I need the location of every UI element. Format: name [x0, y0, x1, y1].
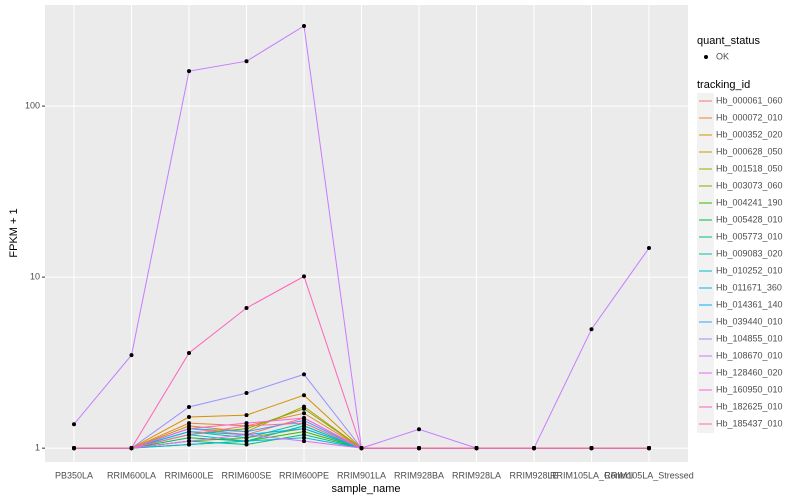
legend-label: Hb_000061_060 [716, 95, 783, 105]
data-point [187, 432, 191, 437]
x-tick-label: RRIM105LA_Control [550, 470, 633, 480]
data-point [187, 423, 191, 428]
legend-label: Hb_003073_060 [716, 180, 783, 190]
legend-label: Hb_010252_010 [716, 265, 783, 275]
data-point [244, 391, 249, 396]
data-point [72, 422, 76, 427]
legend-label: Hb_011671_360 [716, 282, 782, 292]
legend-label: OK [716, 51, 729, 61]
legend-label: Hb_001518_050 [716, 163, 783, 173]
y-tick-label: 100 [25, 100, 40, 110]
data-point [647, 246, 651, 251]
data-point [187, 439, 191, 444]
legend-label: Hb_000628_050 [716, 146, 783, 156]
data-point [302, 23, 306, 28]
panel [45, 5, 688, 462]
data-point [129, 446, 134, 451]
data-point [244, 442, 249, 447]
legend-label: Hb_000072_010 [716, 112, 783, 122]
data-point [302, 372, 306, 377]
data-point [302, 439, 306, 444]
data-point [187, 435, 191, 440]
data-point [302, 416, 306, 421]
data-point [244, 423, 249, 428]
data-point [417, 427, 421, 432]
legend-label: Hb_005428_010 [716, 214, 783, 224]
data-point [187, 429, 191, 434]
data-point [302, 426, 306, 431]
x-axis-title: sample_name [331, 483, 400, 495]
data-point [647, 446, 651, 451]
y-axis-title: FPKM + 1 [8, 208, 20, 257]
y-tick-label: 1 [35, 443, 40, 453]
legend-key [704, 55, 708, 59]
data-point [187, 405, 191, 410]
legend-label: Hb_108670_010 [716, 350, 783, 360]
x-tick-label: RRIM600LA [107, 470, 156, 480]
data-point [302, 429, 306, 434]
data-point [474, 446, 479, 451]
data-point [589, 446, 594, 451]
legend-label: Hb_014361_140 [716, 299, 783, 309]
data-point [302, 411, 306, 416]
data-point [302, 421, 306, 426]
data-point [532, 446, 536, 451]
data-point [244, 59, 249, 64]
data-point [187, 351, 191, 356]
data-point [302, 432, 306, 437]
data-point [244, 426, 249, 431]
x-tick-label: RRIM928LA [452, 470, 501, 480]
legend-label: Hb_009083_020 [716, 248, 783, 258]
data-point [244, 432, 249, 437]
data-point [244, 305, 249, 310]
x-tick-label: RRIM105LA_Stressed [604, 470, 694, 480]
data-point [417, 446, 421, 451]
data-point [187, 426, 191, 431]
legend-label: Hb_000352_020 [716, 129, 783, 139]
data-point [129, 353, 134, 358]
legend-label: Hb_128460_020 [716, 367, 783, 377]
data-point [244, 429, 249, 434]
y-tick-label: 10 [30, 272, 40, 282]
x-tick-label: RRIM928LE [509, 470, 558, 480]
x-tick-label: RRIM928BA [394, 470, 444, 480]
x-tick-label: RRIM600PE [279, 470, 329, 480]
x-tick-label: RRIM901LA [337, 470, 386, 480]
legend-label: Hb_160950_010 [716, 384, 783, 394]
data-point [72, 446, 76, 451]
data-point [589, 327, 594, 332]
legend-label: Hb_004241_190 [716, 197, 783, 207]
data-point [359, 446, 364, 451]
legend-label: Hb_185437_010 [716, 418, 783, 428]
data-point [244, 435, 249, 440]
data-point [302, 406, 306, 411]
legend-label: Hb_182625_010 [716, 401, 783, 411]
x-tick-label: RRIM600LE [164, 470, 213, 480]
legend-title: tracking_id [697, 79, 750, 91]
legend-title: quant_status [697, 35, 760, 47]
data-point [302, 435, 306, 440]
legend-label: Hb_005773_010 [716, 231, 783, 241]
data-point [187, 415, 191, 420]
legend-label: Hb_039440_010 [716, 316, 783, 326]
x-tick-label: RRIM600SE [221, 470, 271, 480]
data-point [187, 442, 191, 447]
data-point [244, 413, 249, 418]
legend-label: Hb_104855_010 [716, 333, 783, 343]
data-point [302, 274, 306, 279]
x-tick-label: PB350LA [55, 470, 93, 480]
data-point [187, 69, 191, 74]
data-point [302, 393, 306, 398]
data-point [244, 439, 249, 444]
